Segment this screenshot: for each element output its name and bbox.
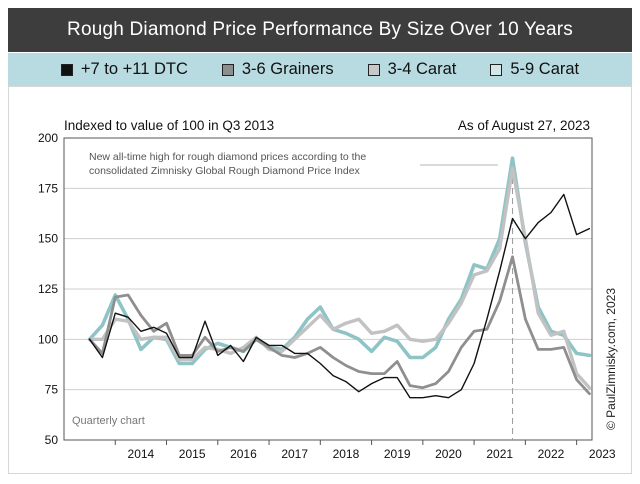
x-tick-label: 2018 [333, 447, 360, 461]
annotation-line-2: consolidated Zimnisky Global Rough Diamo… [89, 165, 361, 177]
y-tick-label: 200 [38, 131, 58, 145]
legend-item-5-9-carat: 5-9 Carat [490, 60, 579, 79]
legend-label-grainers: 3-6 Grainers [241, 60, 334, 78]
y-axis: 50 75 100 125 150 175 200 [38, 131, 58, 447]
y-tick-label: 125 [38, 282, 58, 296]
legend-swatch-grainers [221, 63, 234, 76]
chart-panel [8, 86, 632, 474]
x-tick-label: 2017 [281, 447, 308, 461]
x-tick-label: 2021 [486, 447, 513, 461]
series-lines [87, 156, 592, 399]
x-tick-label: 2014 [128, 447, 155, 461]
legend: +7 to +11 DTC 3-6 Grainers 3-4 Carat 5-9… [8, 53, 632, 86]
legend-item-dtc: +7 to +11 DTC [60, 60, 188, 79]
annotation-line-1: New all-time high for rough diamond pric… [89, 151, 366, 163]
y-tick-label: 150 [38, 232, 58, 246]
x-tick-label: 2022 [538, 447, 565, 461]
y-tick-label: 175 [38, 181, 58, 195]
legend-item-grainers: 3-6 Grainers [221, 60, 334, 79]
x-axis: 2014 2015 2016 2017 2018 2019 2020 2021 2022 2023 [114, 440, 616, 461]
legend-swatch-3-4-carat [367, 63, 380, 76]
subtitle-left: Indexed to value of 100 in Q3 2013 [64, 118, 274, 133]
legend-label-5-9-carat: 5-9 Carat [510, 60, 580, 78]
x-tick-label: 2023 [589, 447, 616, 461]
x-tick-label: 2015 [179, 447, 206, 461]
y-tick-label: 50 [45, 433, 59, 447]
series-line-7-to-11-dtc [88, 193, 591, 399]
x-tick-label: 2016 [230, 447, 257, 461]
x-tick-label: 2020 [435, 447, 462, 461]
legend-label-3-4-carat: 3-4 Carat [387, 60, 457, 78]
legend-item-3-4-carat: 3-4 Carat [367, 60, 457, 79]
series-line-3-4-carat [87, 166, 592, 390]
legend-swatch-5-9-carat [490, 63, 503, 76]
y-tick-label: 100 [38, 332, 58, 346]
x-tick-label: 2019 [384, 447, 411, 461]
chart-title: Rough Diamond Price Performance By Size … [8, 8, 632, 52]
y-tick-label: 75 [45, 383, 59, 397]
legend-swatch-dtc [60, 63, 73, 76]
subtitle-right: As of August 27, 2023 [458, 118, 590, 133]
copyright: © PaulZimnisky.com, 2023 [604, 288, 618, 430]
plot-border [63, 137, 593, 441]
quarterly-label: Quarterly chart [72, 415, 145, 427]
legend-label-dtc: +7 to +11 DTC [80, 60, 188, 78]
series-line-3-6-grainers [88, 255, 591, 396]
